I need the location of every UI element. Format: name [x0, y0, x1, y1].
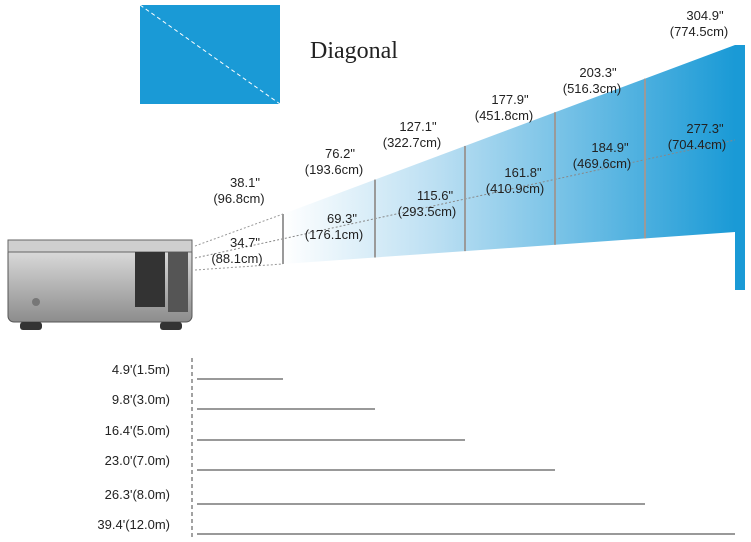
- width-label: 69.3": [327, 211, 357, 226]
- diagonal-cm-label: (193.6cm): [305, 162, 364, 177]
- projector: [7, 239, 193, 330]
- distance-label: 4.9'(1.5m): [112, 362, 170, 377]
- width-cm-label: (410.9cm): [486, 181, 545, 196]
- diagonal-cm-label: (451.8cm): [475, 108, 534, 123]
- width-cm-label: (88.1cm): [211, 251, 262, 266]
- diagonal-label: 38.1": [230, 175, 260, 190]
- width-cm-label: (176.1cm): [305, 227, 364, 242]
- distance-label: 26.3'(8.0m): [105, 487, 170, 502]
- legend-label: Diagonal: [310, 38, 398, 64]
- projection-beam: [283, 45, 735, 264]
- diagonal-label: 304.9": [686, 8, 724, 23]
- screen-bar: [735, 45, 745, 290]
- width-label: 161.8": [504, 165, 542, 180]
- beam-edge: [194, 263, 284, 271]
- distance-label: 9.8'(3.0m): [112, 392, 170, 407]
- width-label: 184.9": [591, 140, 629, 155]
- width-label: 34.7": [230, 235, 260, 250]
- distance-label: 39.4'(12.0m): [97, 517, 170, 532]
- distance-label: 16.4'(5.0m): [105, 423, 170, 438]
- width-cm-label: (293.5cm): [398, 204, 457, 219]
- width-label: 115.6": [417, 188, 454, 203]
- legend-diagonal: [139, 4, 281, 105]
- diagonal-cm-label: (96.8cm): [213, 191, 264, 206]
- diagonal-cm-label: (322.7cm): [383, 135, 442, 150]
- width-cm-label: (469.6cm): [573, 156, 632, 171]
- width-label: 277.3": [686, 121, 724, 136]
- diagonal-cm-label: (516.3cm): [563, 81, 622, 96]
- diagonal-label: 177.9": [491, 92, 529, 107]
- diagonal-label: 203.3": [579, 65, 617, 80]
- distance-label: 23.0'(7.0m): [105, 453, 170, 468]
- width-cm-label: (704.4cm): [668, 137, 727, 152]
- diagonal-label: 76.2": [325, 146, 355, 161]
- diagonal-label: 127.1": [399, 119, 437, 134]
- diagonal-cm-label: (774.5cm): [670, 24, 729, 39]
